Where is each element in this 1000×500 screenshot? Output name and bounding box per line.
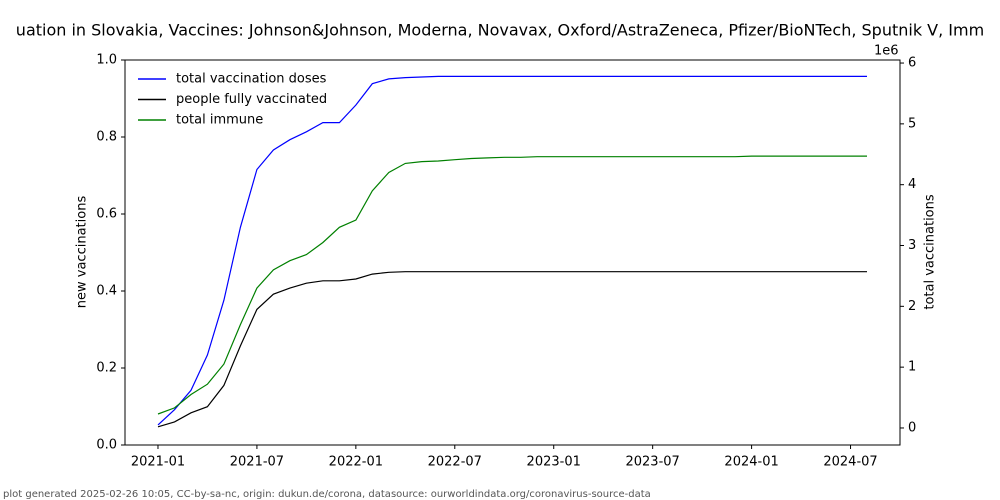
series-line [157, 155, 867, 415]
y2-tick-label: 0 [908, 420, 916, 435]
series-line [157, 271, 867, 428]
y2-tick-label: 3 [908, 238, 916, 253]
legend-label: total vaccination doses [176, 72, 327, 87]
x-tick-label: 2024-01 [724, 455, 778, 470]
y2-axis-label: total vaccinations [923, 194, 938, 310]
y-axis-label: new vaccinations [75, 196, 90, 309]
chart-title: uation in Slovakia, Vaccines: Johnson&Jo… [16, 21, 984, 40]
x-tick-label: 2021-07 [230, 455, 284, 470]
y-tick-label: 0.8 [96, 130, 117, 145]
y-tick-label: 0.6 [96, 207, 117, 222]
y-tick-label: 0.0 [96, 438, 117, 453]
y2-tick-label: 4 [908, 177, 916, 192]
x-tick-label: 2022-07 [428, 455, 482, 470]
y2-tick-label: 2 [908, 299, 916, 314]
series-line [157, 75, 867, 426]
y-tick-label: 0.4 [96, 284, 117, 299]
y-tick-label: 1.0 [96, 53, 117, 68]
x-tick-label: 2022-01 [329, 455, 383, 470]
x-tick-label: 2023-01 [527, 455, 581, 470]
footer: plot generated 2025-02-26 10:05, CC-by-s… [3, 489, 651, 500]
y2-tick-label: 6 [908, 56, 916, 71]
y2-offset-label: 1e6 [874, 44, 899, 59]
legend-label: total immune [176, 113, 263, 128]
x-tick-label: 2024-07 [823, 455, 877, 470]
x-tick-label: 2023-07 [625, 455, 679, 470]
legend-label: people fully vaccinated [176, 92, 327, 107]
y2-tick-label: 1 [908, 360, 916, 375]
y2-tick-label: 5 [908, 116, 916, 131]
x-tick-label: 2021-01 [131, 455, 185, 470]
plot-frame [124, 59, 901, 446]
y-tick-label: 0.2 [96, 361, 117, 376]
